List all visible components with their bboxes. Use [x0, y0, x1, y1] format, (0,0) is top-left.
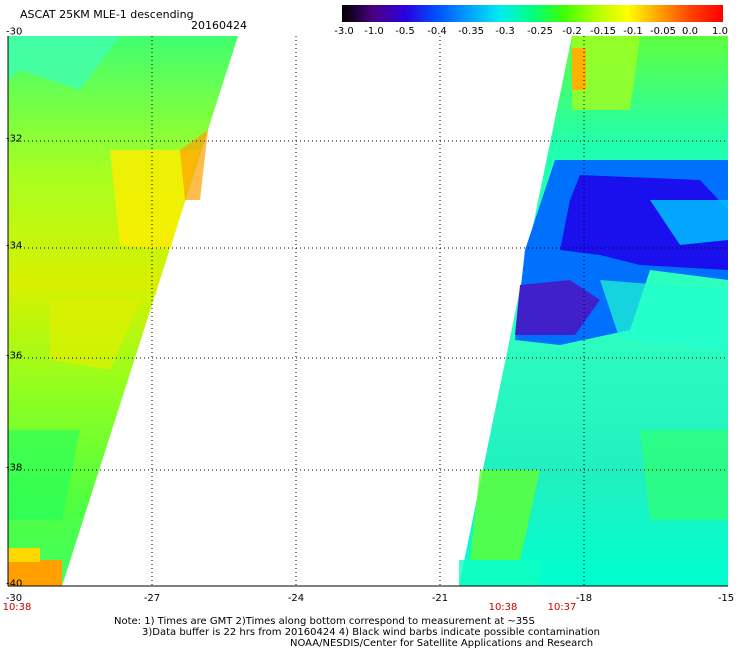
colorbar-label: -0.3	[495, 26, 515, 37]
colorbar-label: -3.0	[334, 26, 354, 37]
map-date: 20160424	[191, 19, 247, 32]
lat-label: -30	[6, 26, 23, 38]
map-title: ASCAT 25KM MLE-1 descending	[20, 8, 194, 21]
colorbar-label: -0.25	[527, 26, 553, 37]
lon-label: -15	[717, 593, 735, 604]
lon-label: -18	[575, 593, 593, 604]
colorbar-gradient	[342, 5, 723, 22]
lat-label: -40	[6, 578, 23, 590]
right-swath	[459, 36, 728, 586]
colorbar-label: -0.2	[562, 26, 582, 37]
colorbar-label: -0.05	[650, 26, 676, 37]
colorbar-label: -0.35	[458, 26, 484, 37]
colorbar-label: -0.5	[395, 26, 415, 37]
lat-label: -32	[6, 133, 23, 145]
colorbar-label: -0.1	[623, 26, 643, 37]
colorbar-label: -0.15	[590, 26, 616, 37]
lon-label: -30	[5, 593, 23, 604]
lon-label: -24	[287, 593, 305, 604]
lat-label: -36	[6, 350, 23, 362]
colorbar	[342, 5, 723, 22]
lat-label: -38	[6, 462, 23, 474]
plot-frame	[7, 36, 728, 587]
swath-time-left: 10:38	[2, 602, 32, 613]
lon-label: -21	[431, 593, 449, 604]
colorbar-label: 0.0	[682, 26, 698, 37]
lat-label: -34	[6, 240, 23, 252]
note-line-3: NOAA/NESDIS/Center for Satellite Applica…	[290, 638, 594, 649]
swath-time-right-b: 10:37	[547, 602, 577, 613]
left-swath	[8, 36, 238, 586]
colorbar-label: -1.0	[364, 26, 384, 37]
note-line-1: Note: 1) Times are GMT 2)Times along bot…	[114, 616, 535, 627]
colorbar-label: -0.4	[427, 26, 447, 37]
lon-label: -27	[143, 593, 161, 604]
note-line-2: 3)Data buffer is 22 hrs from 20160424 4)…	[142, 627, 600, 638]
swath-time-right-a: 10:38	[488, 602, 518, 613]
colorbar-label: 1.0	[712, 26, 728, 37]
lat-lon-grid	[8, 36, 728, 586]
